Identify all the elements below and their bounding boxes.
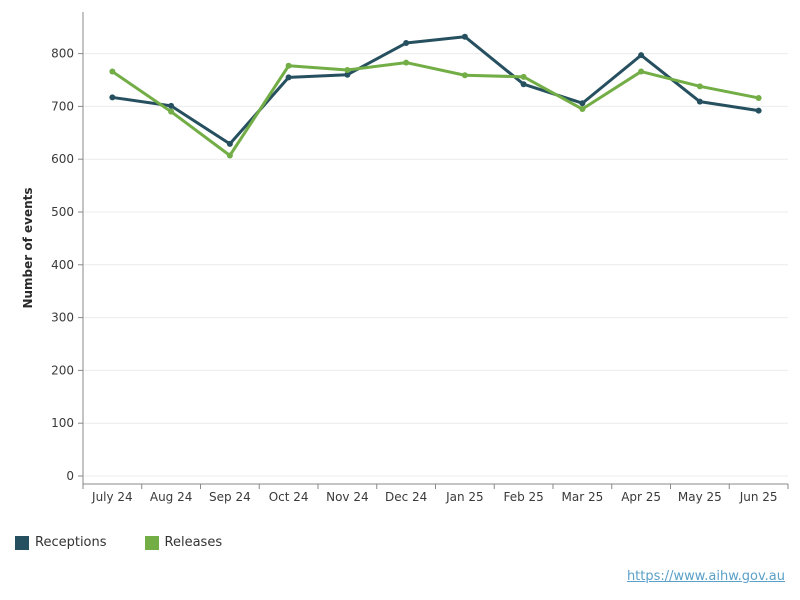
data-point-receptions[interactable] xyxy=(579,100,586,107)
data-point-releases[interactable] xyxy=(168,108,175,115)
data-point-releases[interactable] xyxy=(696,83,703,90)
data-point-releases[interactable] xyxy=(638,68,645,75)
x-tick-label: Mar 25 xyxy=(562,490,604,504)
data-point-receptions[interactable] xyxy=(403,40,410,47)
y-tick-label: 100 xyxy=(51,416,74,430)
data-point-receptions[interactable] xyxy=(168,102,175,109)
data-point-releases[interactable] xyxy=(403,59,410,66)
data-point-releases[interactable] xyxy=(285,62,292,69)
data-point-receptions[interactable] xyxy=(638,52,645,59)
series-line-releases xyxy=(111,61,759,158)
y-tick-label: 300 xyxy=(51,311,74,325)
legend-swatch-receptions xyxy=(15,535,29,550)
x-tick-label: Apr 25 xyxy=(621,490,661,504)
y-tick-label: 400 xyxy=(51,258,74,272)
x-tick-label: Dec 24 xyxy=(385,490,427,504)
data-point-receptions[interactable] xyxy=(520,81,527,88)
y-tick-label: 200 xyxy=(51,363,74,377)
data-point-releases[interactable] xyxy=(461,72,468,79)
data-point-receptions[interactable] xyxy=(755,107,762,114)
gridlines xyxy=(83,53,788,477)
legend-swatch-releases xyxy=(144,535,159,550)
legend-item-receptions[interactable]: Receptions xyxy=(15,535,107,550)
data-point-releases[interactable] xyxy=(579,106,586,113)
legend-label-receptions: Receptions xyxy=(35,535,107,550)
data-point-receptions[interactable] xyxy=(461,33,468,40)
legend: Receptions Releases xyxy=(15,535,222,550)
data-point-receptions[interactable] xyxy=(285,74,292,81)
data-point-releases[interactable] xyxy=(344,66,351,73)
y-tick-label: 800 xyxy=(51,47,74,61)
data-point-receptions[interactable] xyxy=(109,94,116,101)
series-lines xyxy=(109,33,762,159)
x-tick-label: Sep 24 xyxy=(209,490,251,504)
y-tick-label: 600 xyxy=(51,152,74,166)
data-point-releases[interactable] xyxy=(520,73,527,80)
x-tick-label: Feb 25 xyxy=(503,490,543,504)
x-tick-label: Aug 24 xyxy=(150,490,193,504)
data-point-releases[interactable] xyxy=(109,68,116,75)
source-link[interactable]: https://www.aihw.gov.au xyxy=(626,569,785,584)
series-line-receptions xyxy=(112,35,759,146)
x-tick-label: July 24 xyxy=(91,490,133,504)
x-tick-label: Nov 24 xyxy=(326,490,369,504)
legend-item-releases[interactable]: Releases xyxy=(144,535,223,550)
y-tick-labels: 0 100 200 300 400 500 600 700 800 xyxy=(51,47,83,483)
x-tick-label: Jun 25 xyxy=(739,490,778,504)
x-tick-labels: July 24 Aug 24 Sep 24 Oct 24 Nov 24 Dec 24 Jan… xyxy=(82,484,789,504)
data-point-receptions[interactable] xyxy=(226,140,233,147)
legend-label-releases: Releases xyxy=(164,535,223,550)
y-tick-label: 700 xyxy=(51,99,74,113)
y-axis-title: Number of events xyxy=(21,187,35,308)
data-point-receptions[interactable] xyxy=(696,98,703,105)
y-tick-label: 500 xyxy=(51,205,74,219)
line-chart: 0 100 200 300 400 500 600 700 800 July 24 Aug 24 S… xyxy=(21,12,789,504)
data-point-receptions[interactable] xyxy=(344,71,351,78)
x-tick-label: Oct 24 xyxy=(269,490,309,504)
x-tick-label: Jan 25 xyxy=(445,490,484,504)
x-tick-label: May 25 xyxy=(678,490,722,504)
data-point-releases[interactable] xyxy=(755,94,762,101)
data-point-releases[interactable] xyxy=(226,152,233,159)
y-tick-label: 0 xyxy=(66,469,74,483)
